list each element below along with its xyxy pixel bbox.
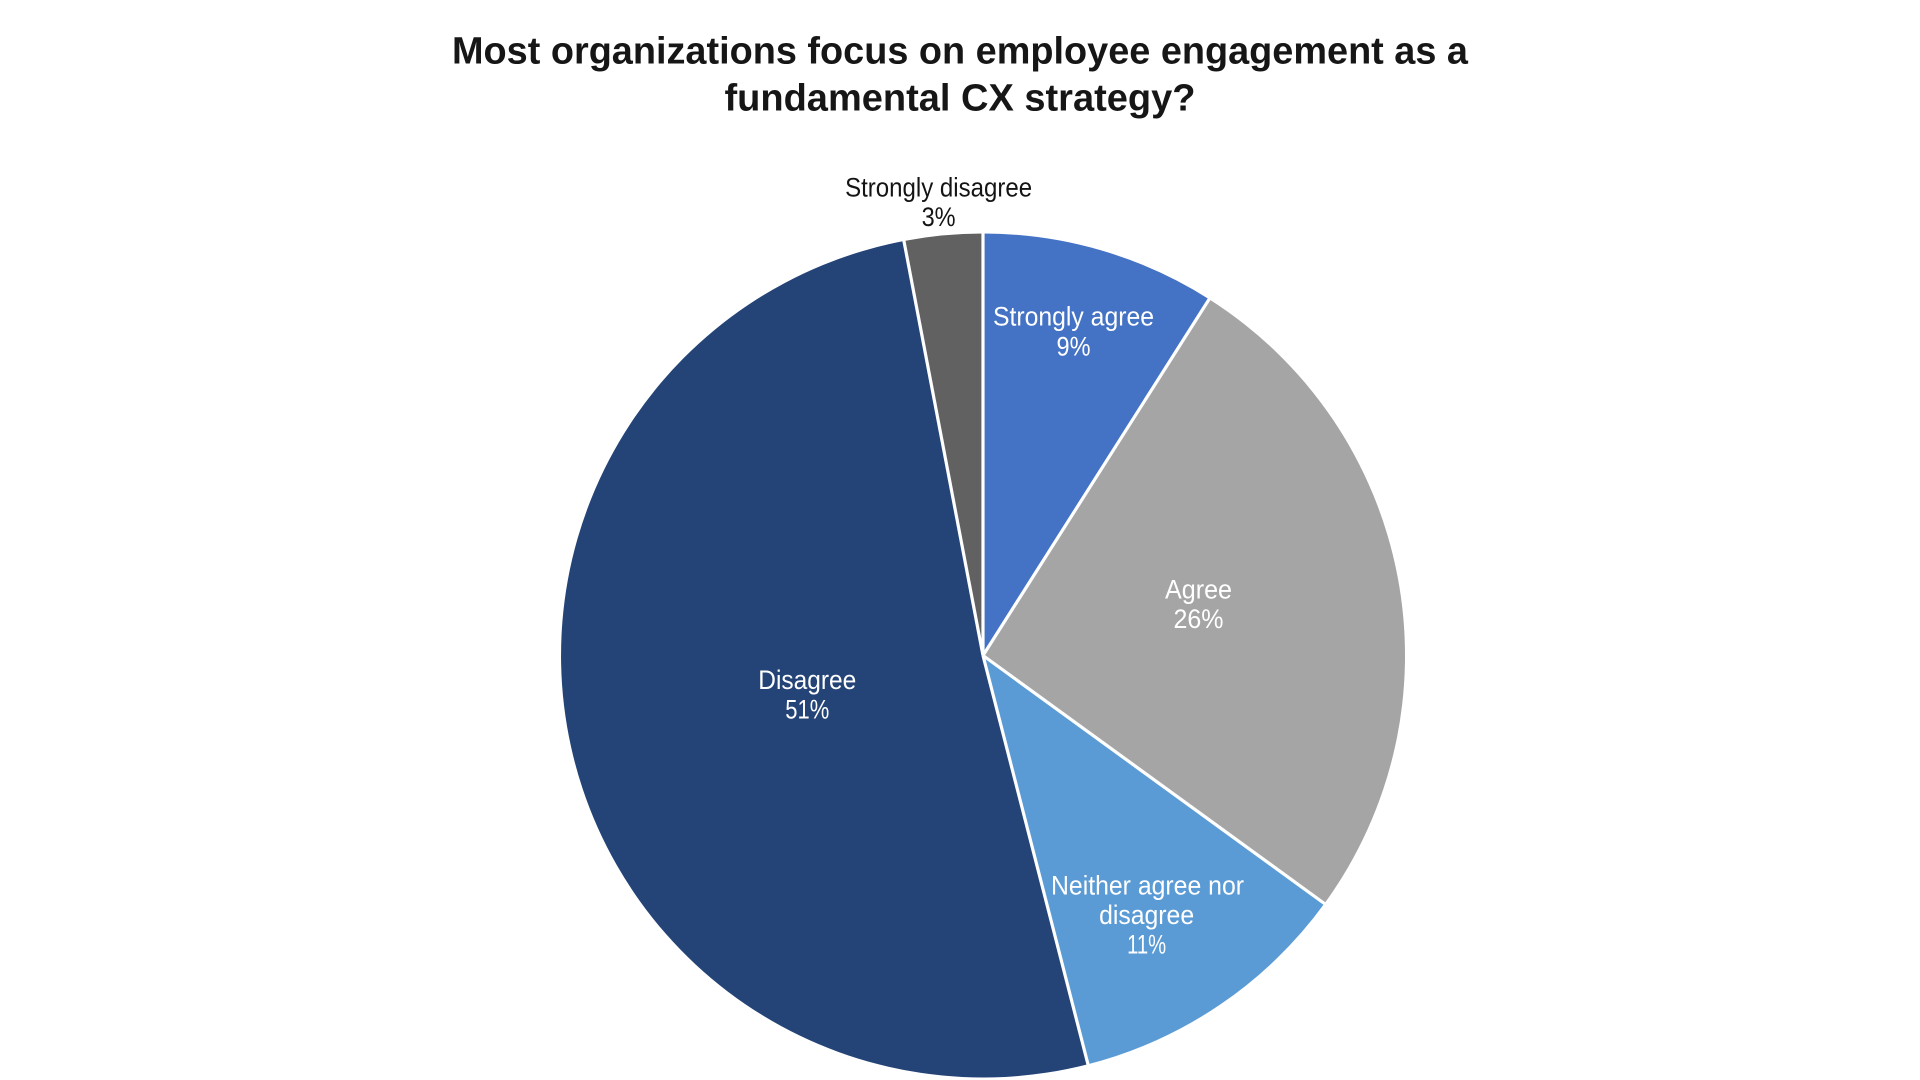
svg-text:Agree: Agree: [1165, 574, 1232, 604]
svg-text:Most organizations focus on em: Most organizations focus on employee eng…: [452, 30, 1469, 72]
svg-text:Strongly disagree: Strongly disagree: [845, 173, 1032, 203]
svg-text:Neither agree nor: Neither agree nor: [1051, 871, 1244, 901]
svg-text:11%: 11%: [1127, 930, 1166, 960]
svg-text:disagree: disagree: [1099, 900, 1194, 930]
svg-text:51%: 51%: [785, 695, 829, 725]
svg-text:Disagree: Disagree: [758, 665, 856, 695]
svg-text:26%: 26%: [1174, 604, 1224, 634]
svg-text:Strongly agree: Strongly agree: [993, 302, 1154, 332]
svg-text:fundamental CX strategy?: fundamental CX strategy?: [725, 78, 1196, 120]
svg-text:3%: 3%: [922, 202, 956, 232]
svg-text:9%: 9%: [1057, 331, 1091, 361]
